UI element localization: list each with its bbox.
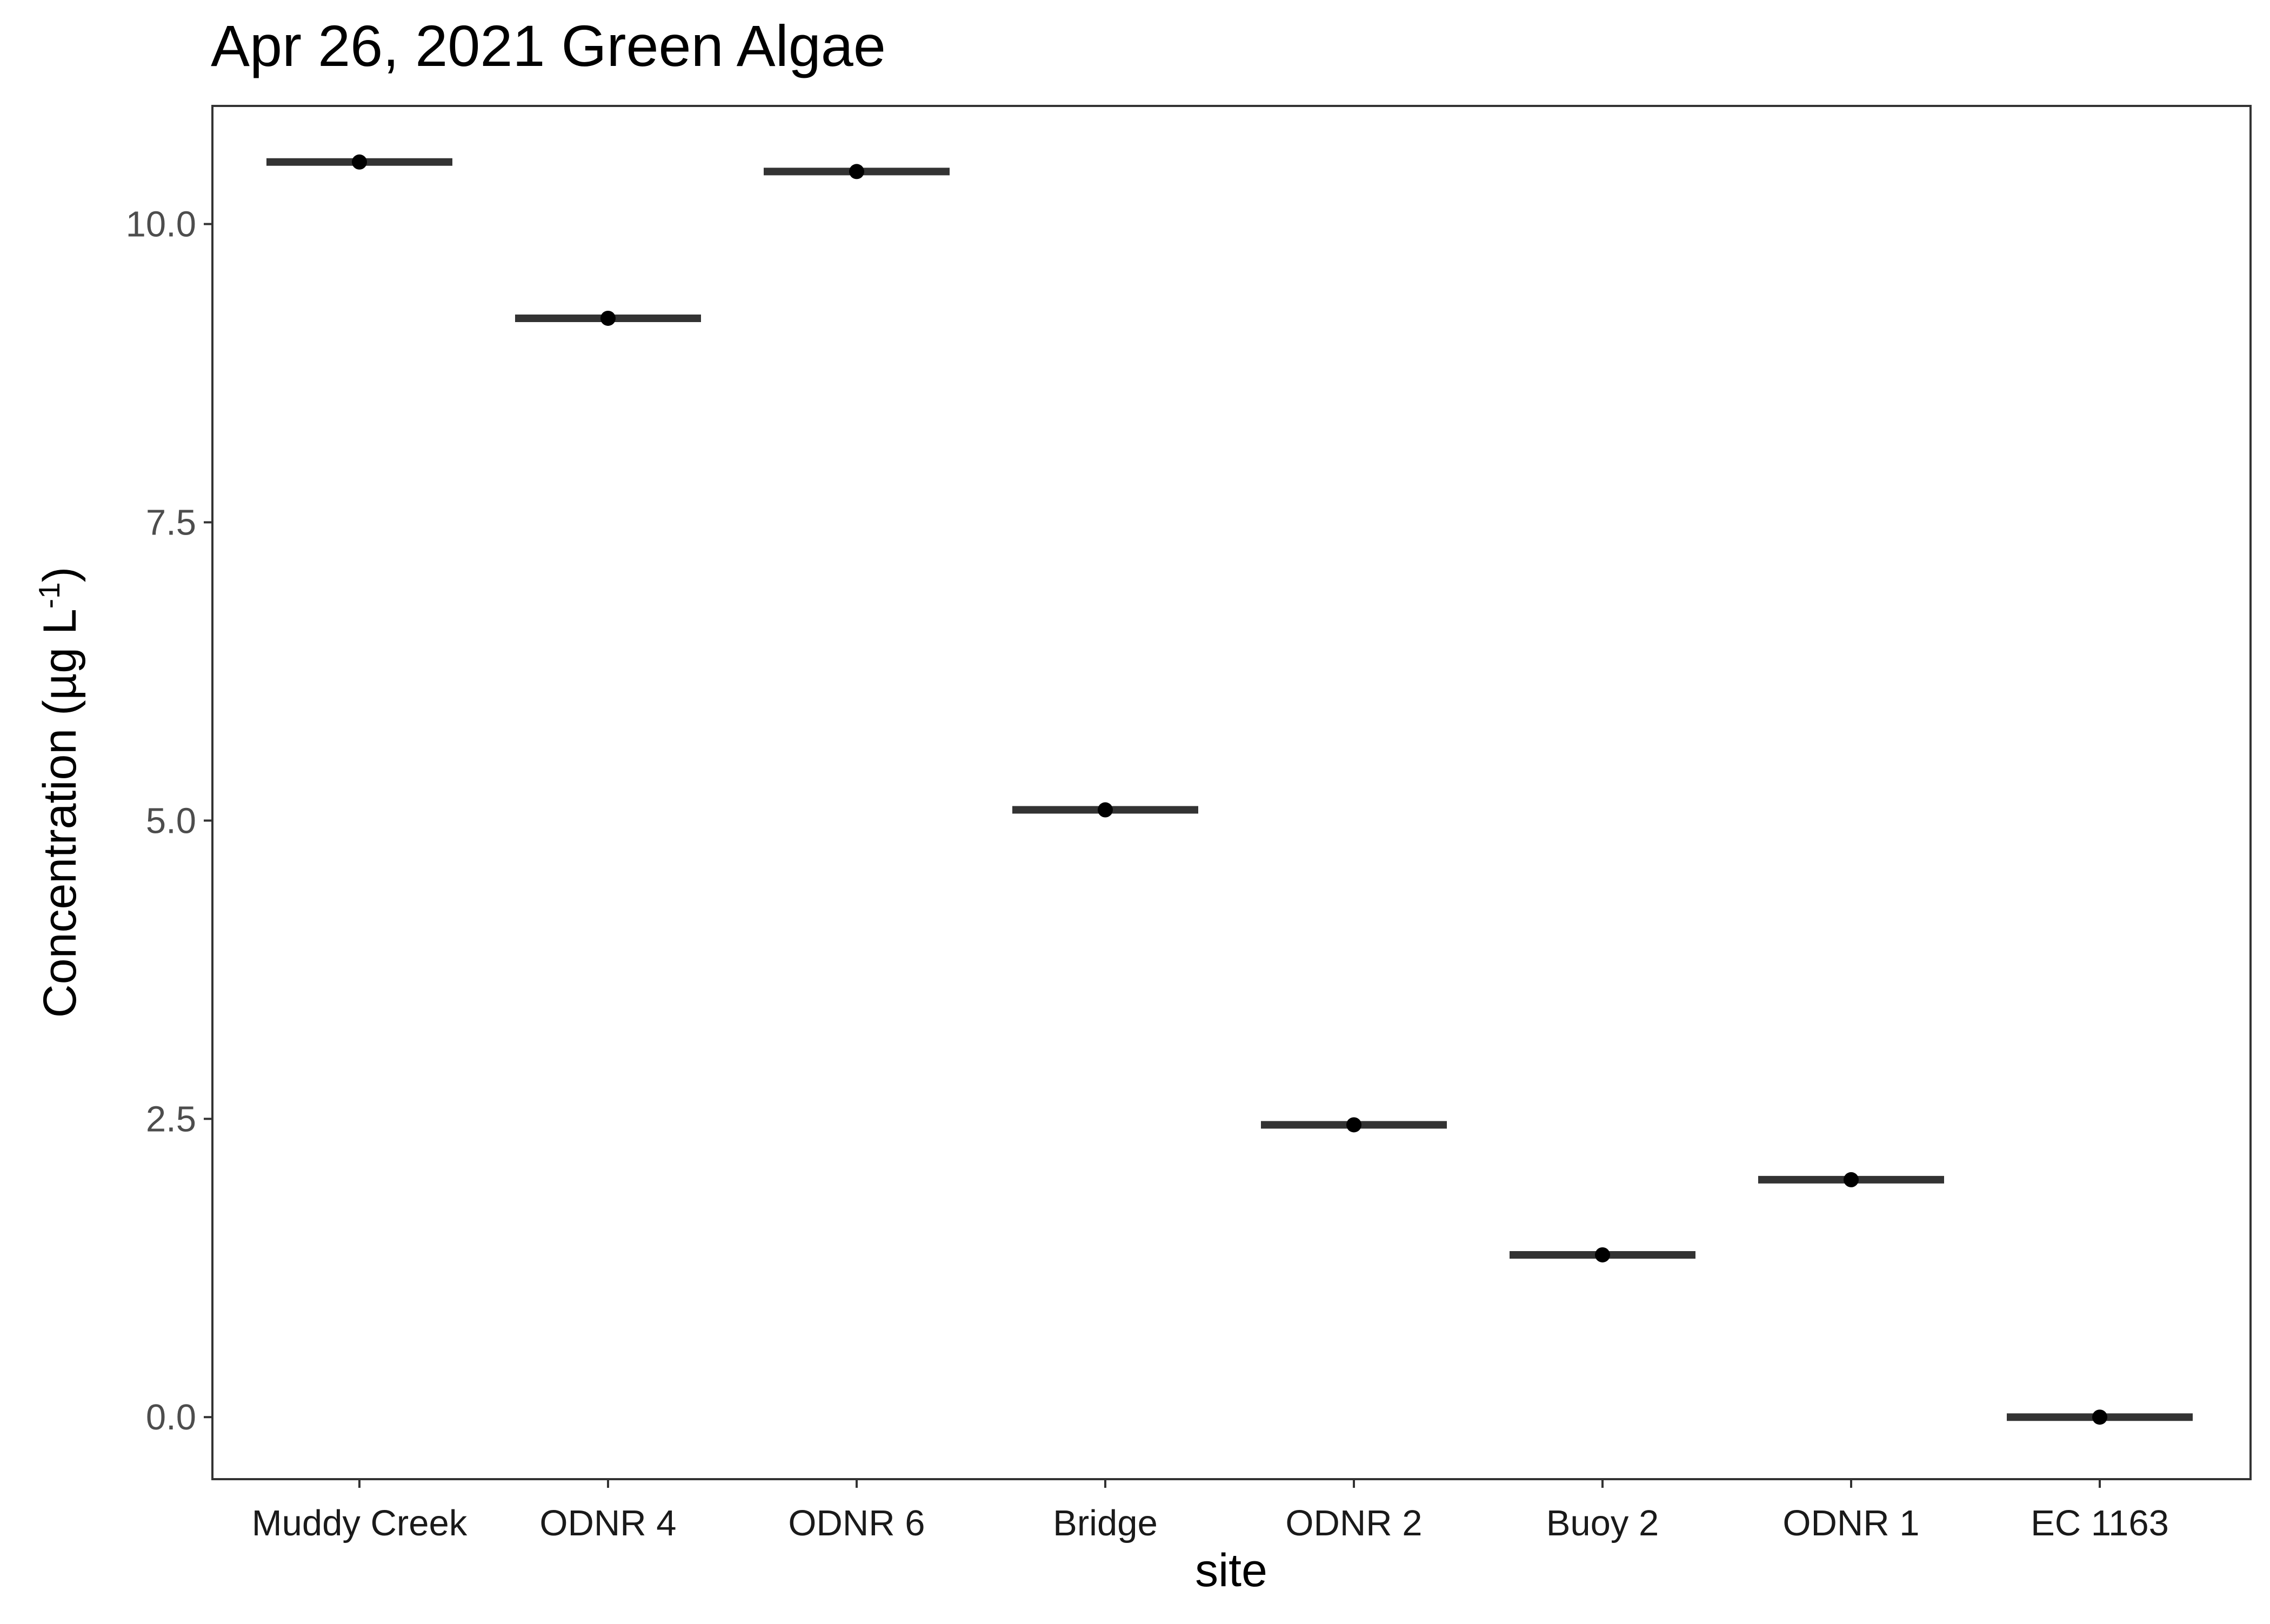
x-tick-label: ODNR 1	[1782, 1503, 1919, 1543]
y-tick-label: 0.0	[146, 1397, 196, 1438]
data-point	[352, 154, 367, 170]
data-point	[1098, 802, 1113, 818]
y-axis-title: Concentration (µg L-1)	[32, 567, 86, 1018]
x-tick-label: EC 1163	[2031, 1503, 2169, 1543]
y-tick-label: 10.0	[126, 204, 196, 245]
y-tick-label: 2.5	[146, 1099, 196, 1139]
x-tick-label: Buoy 2	[1546, 1503, 1659, 1543]
data-point	[1595, 1247, 1610, 1262]
plot-panel	[211, 105, 2252, 1480]
y-axis-title-superscript: -1	[32, 582, 66, 609]
y-axis-title-suffix: )	[34, 567, 86, 583]
data-point	[1346, 1117, 1361, 1133]
x-tick-label: Bridge	[1053, 1503, 1158, 1543]
data-point	[600, 310, 616, 326]
data-point	[2092, 1409, 2107, 1425]
y-tick-label: 5.0	[146, 800, 196, 841]
x-tick-label: Muddy Creek	[252, 1503, 468, 1543]
x-tick-label: ODNR 6	[788, 1503, 925, 1543]
y-axis-title-main: Concentration (µg L	[34, 609, 86, 1018]
x-tick-label: ODNR 4	[539, 1503, 676, 1543]
x-axis-title: site	[1195, 1545, 1267, 1596]
data-point	[1844, 1172, 1859, 1187]
y-tick-label: 7.5	[146, 502, 196, 543]
x-tick-label: ODNR 2	[1285, 1503, 1422, 1543]
data-marks	[266, 154, 2193, 1425]
x-axis: Muddy Creek ODNR 4 ODNR 6 Bridge ODNR 2 Buoy …	[252, 1479, 2169, 1543]
y-axis: 0.0 2.5 5.0 7.5 10.0	[126, 204, 212, 1438]
chart-title: Apr 26, 2021 Green Algae	[211, 13, 886, 78]
data-point	[849, 164, 864, 179]
